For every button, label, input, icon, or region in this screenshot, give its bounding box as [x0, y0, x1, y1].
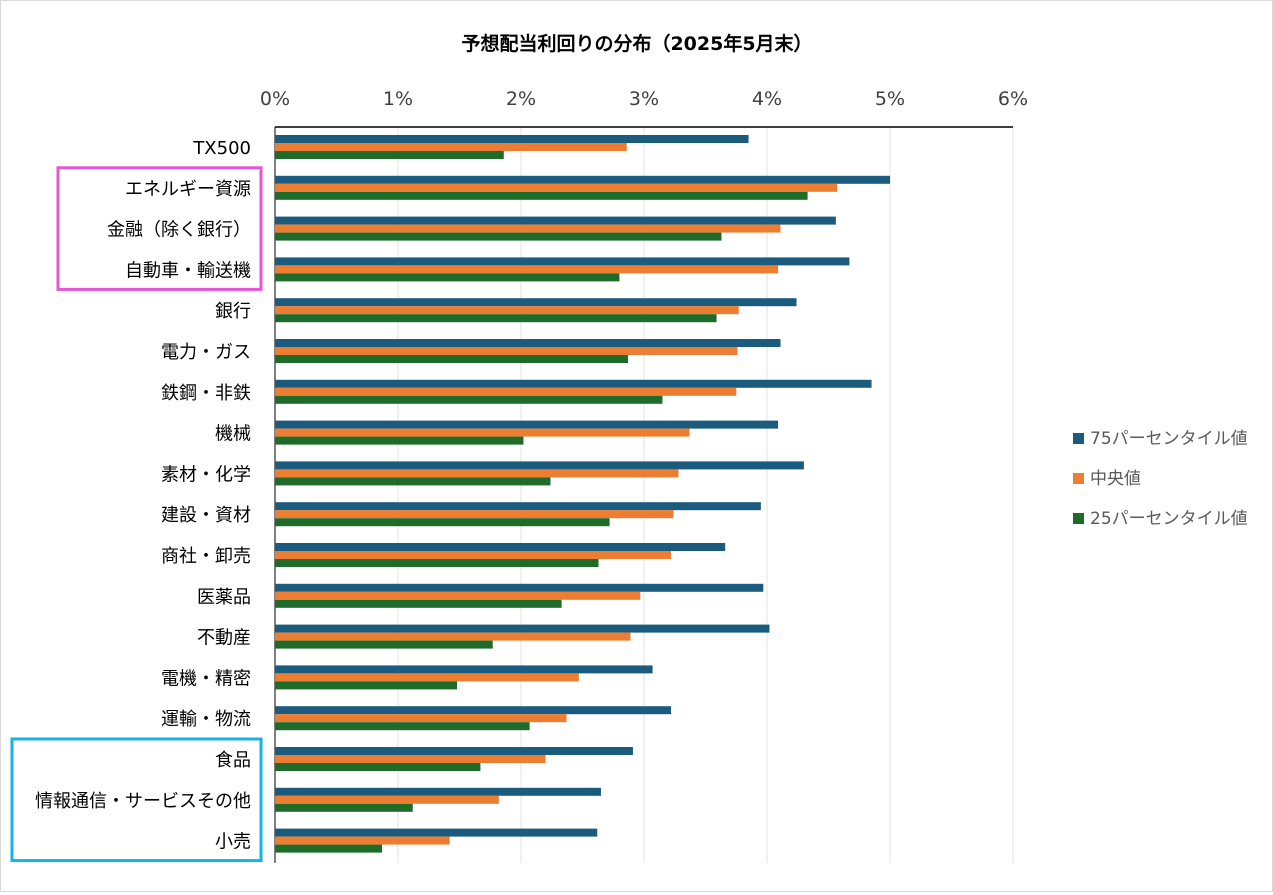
bar: [275, 714, 567, 723]
bar: [275, 273, 620, 282]
category-label: 素材・化学: [161, 464, 251, 485]
legend-label: 75パーセンタイル値: [1090, 429, 1248, 449]
legend-swatch: [1073, 433, 1084, 444]
bar: [275, 665, 653, 674]
bar: [275, 175, 890, 184]
bar: [275, 624, 770, 633]
bar: [275, 803, 413, 812]
bar: [275, 379, 872, 388]
bar: [275, 795, 499, 804]
bar: [275, 395, 663, 404]
category-label: 鉄鋼・非鉄: [161, 383, 251, 404]
bar: [275, 502, 761, 511]
category-label: 医薬品: [197, 587, 251, 608]
bar: [275, 747, 633, 755]
bar: [275, 143, 627, 151]
bar: [275, 543, 726, 551]
legend-label: 中央値: [1090, 469, 1141, 489]
category-label: 自動車・輸送機: [125, 260, 251, 281]
bar: [275, 763, 481, 771]
category-label: エネルギー資源: [125, 179, 251, 200]
bar: [275, 339, 781, 347]
bar: [275, 722, 530, 731]
bar: [275, 640, 493, 649]
bar: [275, 355, 629, 363]
bar: [275, 183, 838, 192]
bar: [275, 551, 672, 559]
x-tick-label: 3%: [629, 88, 659, 110]
bar: [275, 477, 551, 486]
bar: [275, 191, 808, 200]
category-label: 電力・ガス: [161, 342, 251, 363]
x-tick-label: 0%: [260, 88, 290, 110]
bar: [275, 135, 749, 143]
category-label: 商社・卸売: [161, 546, 251, 567]
bar: [275, 306, 739, 315]
bar: [275, 314, 717, 323]
legend-swatch: [1073, 513, 1084, 524]
highlight-box: [10, 737, 263, 863]
x-tick-label: 5%: [875, 88, 905, 110]
bar: [275, 559, 599, 567]
chart-title: 予想配当利回りの分布（2025年5月末）: [461, 32, 812, 55]
x-tick-label: 1%: [383, 88, 413, 110]
bar: [275, 298, 797, 307]
category-label: 食品: [215, 750, 251, 771]
highlight-box: [56, 166, 263, 291]
bar: [275, 510, 674, 519]
bar: [275, 844, 383, 853]
category-label: 金融（除く銀行）: [107, 220, 251, 241]
bar: [275, 599, 562, 608]
bar: [275, 224, 781, 233]
bar: [275, 706, 672, 715]
bar: [275, 387, 737, 396]
bar: [275, 836, 450, 845]
category-label: 情報通信・サービスその他: [35, 791, 251, 812]
x-tick-label: 6%: [998, 88, 1028, 110]
category-label: 不動産: [197, 628, 251, 649]
bar: [275, 436, 524, 445]
bar: [275, 518, 610, 527]
bar: [275, 420, 779, 429]
category-label: TX500: [192, 138, 251, 159]
bar: [275, 461, 804, 470]
bar: [275, 428, 690, 437]
bar: [275, 673, 579, 682]
bar: [275, 469, 679, 478]
category-label: 運輸・物流: [161, 709, 251, 730]
bar: [275, 632, 631, 641]
bar: [275, 257, 850, 266]
x-tick-label: 4%: [752, 88, 782, 110]
bar: [275, 787, 601, 796]
x-tick-label: 2%: [506, 88, 536, 110]
category-label: 機械: [215, 424, 251, 445]
bar: [275, 828, 598, 837]
category-label: 建設・資材: [161, 505, 251, 526]
category-label: 電機・精密: [161, 668, 251, 689]
bar: [275, 216, 836, 225]
bar: [275, 347, 738, 355]
bar: [275, 265, 779, 274]
bar: [275, 583, 764, 592]
bar: [275, 591, 641, 600]
bar: [275, 681, 458, 690]
legend-label: 25パーセンタイル値: [1090, 509, 1248, 529]
bar: [275, 755, 546, 763]
category-label: 銀行: [215, 301, 251, 322]
category-label: 小売: [215, 832, 251, 853]
legend-swatch: [1073, 473, 1084, 484]
bar: [275, 151, 504, 159]
bar: [275, 232, 722, 241]
